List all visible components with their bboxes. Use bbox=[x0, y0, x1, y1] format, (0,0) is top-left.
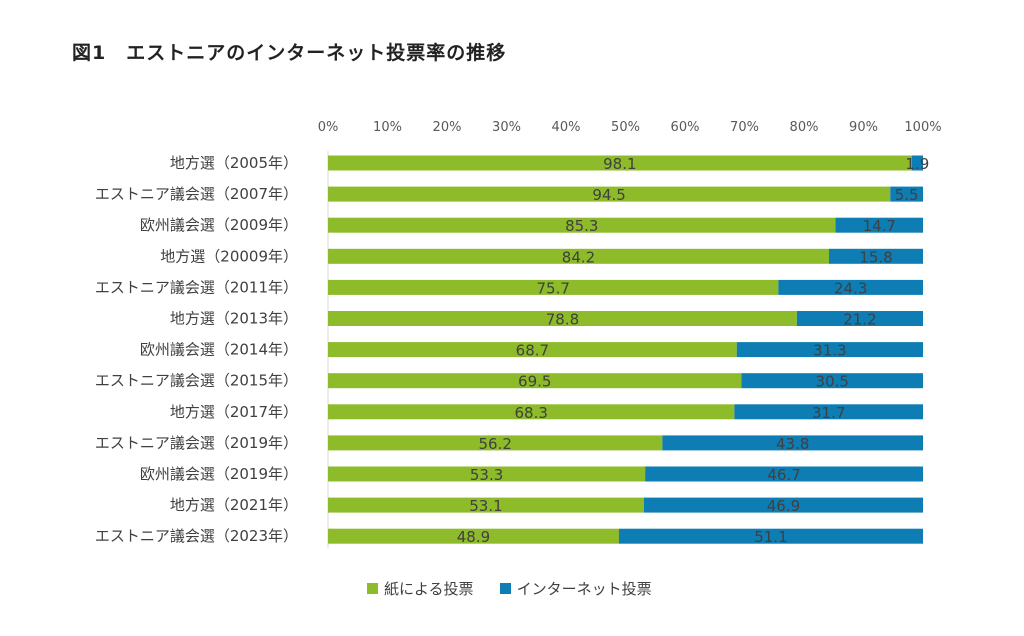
data-label-paper: 53.1 bbox=[469, 497, 502, 515]
data-label-internet: 14.7 bbox=[863, 217, 896, 235]
data-label-paper: 84.2 bbox=[562, 248, 595, 266]
category-label: エストニア議会選（2023年） bbox=[95, 527, 298, 545]
bar-paper bbox=[328, 497, 644, 513]
bar-internet bbox=[645, 466, 923, 482]
legend-swatch-internet bbox=[499, 583, 511, 594]
x-tick-label: 80% bbox=[790, 120, 819, 135]
data-label-paper: 56.2 bbox=[478, 435, 511, 453]
category-label: 地方選（20009年） bbox=[160, 247, 298, 265]
data-label-paper: 78.8 bbox=[546, 311, 579, 329]
data-label-internet: 5.5 bbox=[895, 186, 919, 204]
category-label: エストニア議会選（2015年） bbox=[95, 372, 298, 390]
x-tick-label: 10% bbox=[373, 120, 402, 135]
x-tick-label: 90% bbox=[849, 120, 878, 135]
bar-internet bbox=[741, 373, 923, 389]
data-label-internet: 31.7 bbox=[812, 404, 845, 422]
bar-internet bbox=[890, 186, 923, 202]
legend-item-internet: インターネット投票 bbox=[499, 578, 652, 599]
category-label: 欧州議会選（2009年） bbox=[140, 216, 298, 234]
data-label-internet: 46.9 bbox=[767, 497, 800, 515]
data-label-paper: 68.3 bbox=[514, 404, 547, 422]
x-tick-label: 50% bbox=[611, 120, 640, 135]
bar-paper bbox=[328, 279, 779, 295]
bar-internet bbox=[662, 435, 923, 451]
data-label-paper: 68.7 bbox=[516, 342, 549, 360]
bar-internet bbox=[643, 497, 923, 513]
bar-internet bbox=[734, 404, 923, 420]
x-tick-label: 60% bbox=[671, 120, 700, 135]
bar-paper bbox=[328, 404, 735, 420]
bar-paper bbox=[328, 248, 829, 264]
chart-title: 図1 エストニアのインターネット投票率の推移 bbox=[72, 42, 507, 64]
data-labels: 98.1 1.9 94.5 5.5 85.3 14.7 84.2 15.8 75.7 24.3 78… bbox=[457, 155, 930, 546]
legend-label-paper: 紙による投票 bbox=[384, 580, 474, 598]
legend-item-paper: 紙による投票 bbox=[367, 578, 474, 599]
bar-paper bbox=[328, 342, 737, 358]
category-label: 地方選（2013年） bbox=[170, 310, 298, 328]
x-tick-label: 100% bbox=[904, 120, 941, 135]
data-label-internet: 24.3 bbox=[834, 279, 867, 297]
bar-internet bbox=[778, 279, 923, 295]
data-label-paper: 48.9 bbox=[457, 528, 490, 546]
category-label: 地方選（2021年） bbox=[170, 496, 298, 514]
data-label-internet: 43.8 bbox=[776, 435, 809, 453]
bar-paper bbox=[328, 528, 619, 544]
data-label-internet: 15.8 bbox=[859, 248, 892, 266]
data-label-internet: 46.7 bbox=[767, 466, 800, 484]
bar-paper bbox=[328, 373, 742, 389]
category-labels: 地方選（2005年） エストニア議会選（2007年） 欧州議会選（2009年） 地方選… bbox=[95, 154, 298, 545]
x-tick-label: 70% bbox=[730, 120, 759, 135]
bar-internet bbox=[835, 217, 923, 233]
bar-internet bbox=[828, 248, 923, 264]
data-label-paper: 75.7 bbox=[537, 279, 570, 297]
data-label-internet: 1.9 bbox=[905, 155, 929, 173]
bar-paper bbox=[328, 311, 797, 326]
data-label-internet: 21.2 bbox=[843, 311, 876, 329]
legend-label-internet: インターネット投票 bbox=[516, 580, 652, 598]
category-label: 地方選（2005年） bbox=[170, 154, 298, 172]
category-label: 欧州議会選（2014年） bbox=[140, 341, 298, 359]
bar-internet bbox=[796, 311, 923, 326]
data-label-paper: 53.3 bbox=[470, 466, 503, 484]
data-label-internet: 31.3 bbox=[813, 342, 846, 360]
x-tick-label: 40% bbox=[552, 120, 581, 135]
bar-internet bbox=[736, 342, 923, 358]
x-tick-label: 0% bbox=[318, 120, 339, 135]
data-label-paper: 69.5 bbox=[518, 373, 551, 391]
category-label: 地方選（2017年） bbox=[170, 403, 298, 421]
bar-paper bbox=[328, 466, 646, 482]
category-label: エストニア議会選（2007年） bbox=[95, 185, 298, 203]
bar-paper bbox=[328, 186, 891, 202]
category-label: エストニア議会選（2011年） bbox=[95, 278, 298, 296]
data-label-internet: 51.1 bbox=[754, 528, 787, 546]
data-label-paper: 94.5 bbox=[592, 186, 625, 204]
data-label-paper: 98.1 bbox=[603, 155, 636, 173]
bar-internet bbox=[911, 155, 923, 171]
bars bbox=[328, 155, 923, 544]
bar-paper bbox=[328, 155, 912, 171]
x-tick-label: 30% bbox=[492, 120, 521, 135]
category-label: 欧州議会選（2019年） bbox=[140, 465, 298, 483]
category-label: エストニア議会選（2019年） bbox=[95, 434, 298, 452]
legend: 紙による投票 インターネット投票 bbox=[367, 578, 678, 599]
bar-paper bbox=[328, 435, 663, 451]
x-axis-ticks: 0% 10% 20% 30% 40% 50% 60% 70% 80% 90% 100% bbox=[318, 120, 942, 549]
data-label-paper: 85.3 bbox=[565, 217, 598, 235]
bar-paper bbox=[328, 217, 836, 233]
x-tick-label: 20% bbox=[433, 120, 462, 135]
legend-swatch-paper bbox=[367, 583, 378, 594]
data-label-internet: 30.5 bbox=[816, 373, 849, 391]
bar-internet bbox=[618, 528, 923, 544]
